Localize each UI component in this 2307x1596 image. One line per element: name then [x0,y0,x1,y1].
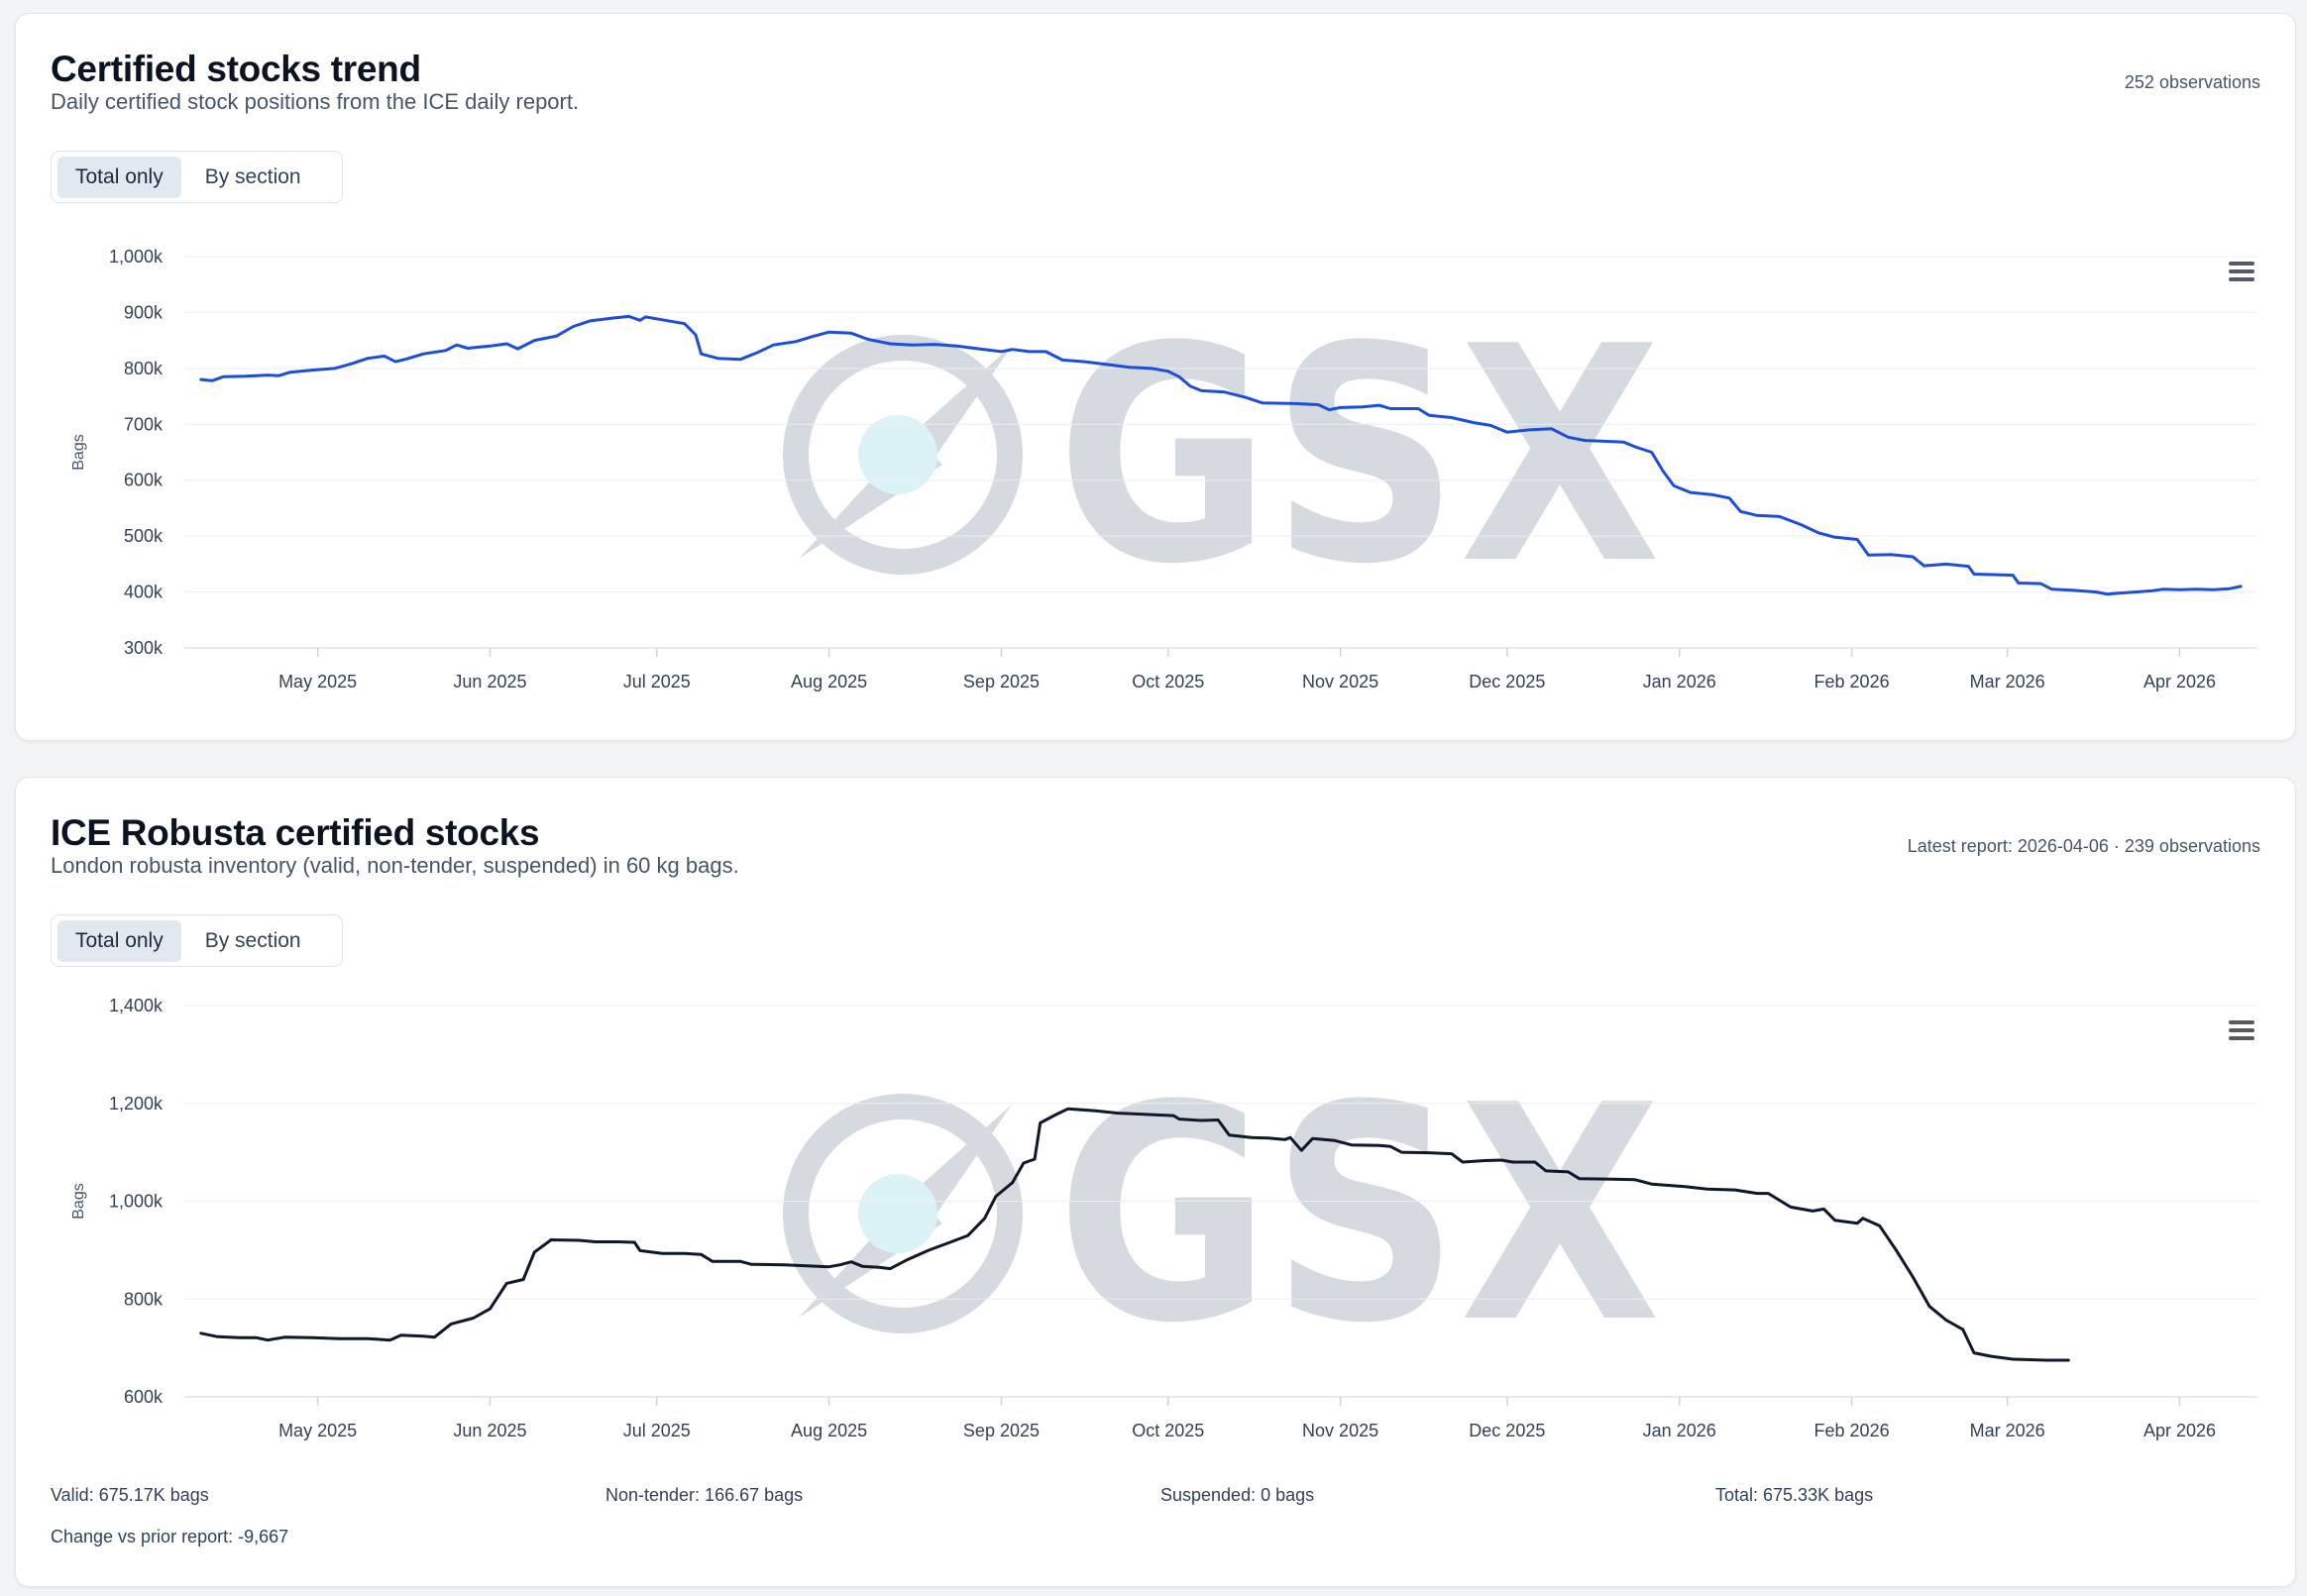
toggle-total-only[interactable]: Total only [57,919,181,962]
x-tick-label: Jun 2025 [453,672,526,692]
y-tick-label: 500k [124,526,164,546]
x-tick-label: Oct 2025 [1132,672,1204,692]
gsx-watermark-logo: GSX [783,283,1661,629]
x-tick-label: Nov 2025 [1302,672,1378,692]
latest-report-meta: Latest report: 2026-04-06 · 239 observat… [1907,836,2260,856]
toggle-by-section[interactable]: By section [204,164,301,188]
x-tick-label: Jul 2025 [623,1421,691,1440]
stat-non-tender: Non-tender: 166.67 bags [605,1485,804,1505]
view-toggle: Total only By section [51,914,343,967]
x-tick-label: Feb 2026 [1814,1421,1890,1440]
menu-bar [2229,262,2254,266]
watermark-text: GSX [1056,283,1661,629]
toggle-by-section[interactable]: By section [204,928,301,952]
y-tick-label: 800k [124,1289,164,1309]
x-tick-label: Nov 2025 [1302,1421,1378,1440]
x-tick-label: Mar 2026 [1970,1421,2045,1440]
series-line [199,314,2243,596]
x-tick-label: Dec 2025 [1469,672,1545,692]
x-tick-label: Jan 2026 [1643,672,1716,692]
card-title: Certified stocks trend [51,49,421,89]
y-tick-label: 600k [124,1387,164,1407]
watermark-text: GSX [1056,1042,1661,1388]
y-tick-label: 1,000k [109,1192,164,1212]
menu-bar [2229,269,2254,273]
hamburger-menu-icon[interactable] [2223,1012,2264,1052]
x-tick-label: Jun 2025 [453,1421,526,1440]
x-tick-label: Apr 2026 [2143,672,2216,692]
stat-change: Change vs prior report: -9,667 [51,1527,289,1546]
watermark-dot [858,415,937,494]
certified-stocks-chart: GSX 300k 400k 500k 600k 700k 800k 900k 1,000k Bag… [70,247,2264,692]
x-tick-label: Dec 2025 [1469,1421,1545,1440]
stat-total: Total: 675.33K bags [1715,1485,1874,1505]
y-tick-label: 300k [124,638,164,658]
card-title: ICE Robusta certified stocks [51,812,540,853]
x-tick-label: Jan 2026 [1643,1421,1716,1440]
observations-count: 252 observations [2124,72,2260,92]
y-tick-label: 800k [124,359,164,378]
x-tick-label: Aug 2025 [791,1421,867,1440]
menu-bar [2229,1028,2254,1032]
y-tick-label: 600k [124,471,164,490]
toggle-total-only[interactable]: Total only [57,156,181,198]
y-tick-label: 1,000k [109,247,164,266]
y-tick-label: 400k [124,583,164,602]
view-toggle: Total only By section [51,151,343,203]
certified-stocks-trend-card: Certified stocks trend Daily certified s… [15,13,2296,741]
hamburger-menu-icon[interactable] [2223,254,2264,293]
robusta-stocks-chart: GSX 600k 800k 1,000k 1,200k 1,400k Bags May 202… [70,996,2264,1440]
gsx-watermark-logo: GSX [783,1042,1661,1388]
y-tick-label: 700k [124,414,164,434]
watermark-ring [783,335,1023,575]
y-axis-title: Bags [70,1183,87,1219]
x-tick-label: Oct 2025 [1132,1421,1204,1440]
card-subtitle: London robusta inventory (valid, non-ten… [51,853,739,878]
x-tick-label: Sep 2025 [963,672,1040,692]
series-line [199,1107,2070,1362]
menu-bar [2229,277,2254,281]
card-subtitle: Daily certified stock positions from the… [51,89,580,114]
x-tick-label: May 2025 [278,1421,357,1440]
x-tick-label: Mar 2026 [1970,672,2045,692]
x-tick-label: Apr 2026 [2143,1421,2216,1440]
x-tick-label: Aug 2025 [791,672,867,692]
x-tick-label: May 2025 [278,672,357,692]
ice-robusta-card: ICE Robusta certified stocks London robu… [15,777,2296,1587]
y-tick-label: 1,200k [109,1094,164,1114]
x-tick-label: Feb 2026 [1814,672,1890,692]
y-tick-label: 900k [124,302,164,322]
watermark-dot [858,1174,937,1253]
watermark-ring [783,1094,1023,1333]
menu-bar [2229,1020,2254,1024]
x-tick-label: Sep 2025 [963,1421,1040,1440]
x-tick-label: Jul 2025 [623,672,691,692]
menu-bar [2229,1036,2254,1040]
stat-valid: Valid: 675.17K bags [51,1485,209,1505]
stat-suspended: Suspended: 0 bags [1160,1485,1315,1505]
y-axis-title: Bags [70,434,87,470]
y-tick-label: 1,400k [109,996,164,1015]
